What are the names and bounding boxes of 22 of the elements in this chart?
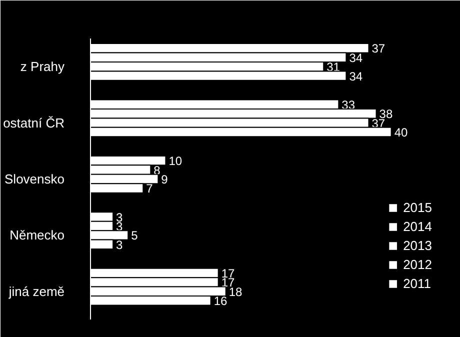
data-label: 9 <box>161 172 168 186</box>
data-label: 37 <box>372 42 386 56</box>
data-label: 40 <box>394 126 408 140</box>
y-tick-label: jiná země <box>8 284 65 299</box>
data-label: 34 <box>349 69 363 84</box>
data-label: 3 <box>116 238 124 252</box>
data-label: 34 <box>349 50 363 65</box>
data-label: 18 <box>228 284 243 299</box>
y-tick-label: z Prahy <box>20 59 65 74</box>
data-label: 5 <box>131 228 138 243</box>
y-tick-label: Slovensko <box>4 172 65 186</box>
legend-label: 2012 <box>403 257 432 272</box>
legend-label: 2015 <box>403 200 432 215</box>
data-label: 16 <box>214 294 228 308</box>
legend-label: 2013 <box>403 238 432 253</box>
data-label: 10 <box>168 154 182 168</box>
legend-label: 2011 <box>403 276 432 291</box>
data-label: 7 <box>146 182 154 196</box>
data-label: 31 <box>326 60 340 74</box>
y-tick-label: Německo <box>10 228 65 243</box>
legend-label: 2014 <box>403 219 432 234</box>
y-tick-label: ostatní ČR <box>3 115 65 130</box>
